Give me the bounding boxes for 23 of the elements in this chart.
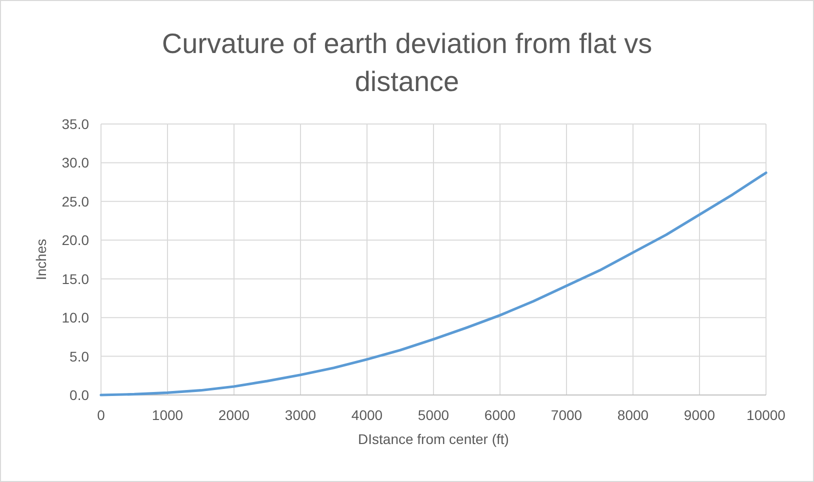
x-tick-label: 8000 (617, 407, 649, 423)
x-tick-label: 3000 (284, 407, 316, 423)
y-tick-label: 25.0 (62, 193, 90, 210)
x-tick-label: 1000 (152, 407, 184, 423)
y-tick-label: 30.0 (62, 154, 90, 171)
chart-title: Curvature of earth deviation from flat vs distance (162, 28, 652, 97)
x-tick-label: 0 (97, 407, 106, 423)
x-axis-title: DIstance from center (ft) (358, 431, 509, 447)
y-tick-label: 0.0 (70, 387, 90, 403)
y-axis-title: Inches (33, 238, 49, 280)
y-tick-label: 20.0 (62, 232, 90, 248)
line-series (100, 171, 768, 396)
y-tick-label: 5.0 (70, 348, 90, 364)
y-tick-label: 15.0 (62, 270, 90, 287)
x-tick-label: 6000 (484, 407, 516, 423)
y-tick-label: 35.0 (62, 116, 90, 132)
y-tick-label: 10.0 (62, 310, 90, 326)
x-tick-label: 10000 (746, 407, 786, 423)
x-tick-label: 4000 (351, 407, 383, 423)
x-tick-label: 2000 (218, 407, 250, 423)
x-tick-label: 5000 (418, 407, 450, 423)
x-tick-label: 9000 (684, 407, 716, 423)
x-tick-label: 7000 (550, 407, 582, 423)
